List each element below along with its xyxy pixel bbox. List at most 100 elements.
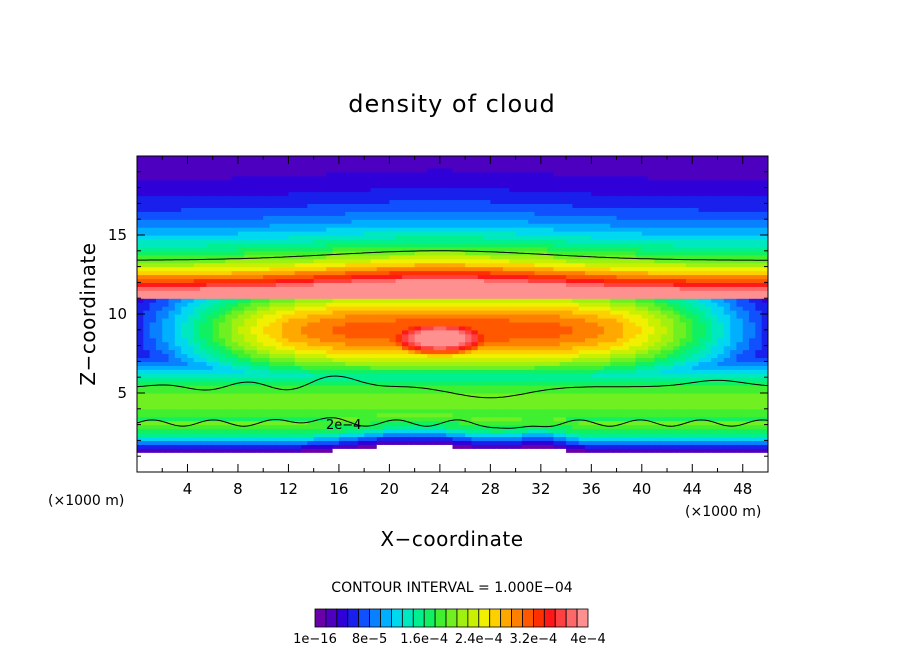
density-cell (313, 211, 321, 216)
density-cell (275, 199, 283, 204)
density-cell (383, 412, 390, 418)
density-cell (200, 171, 208, 177)
density-cell (420, 404, 428, 410)
density-cell (219, 341, 226, 347)
density-cell (408, 341, 416, 347)
density-cell (143, 416, 151, 422)
density-cell (446, 294, 454, 299)
density-cell (307, 416, 315, 422)
density-cell (187, 219, 195, 224)
density-cell (446, 381, 454, 386)
density-cell (155, 199, 163, 204)
density-cell (301, 270, 308, 276)
density-cell (427, 290, 435, 295)
density-cell (301, 424, 308, 430)
density-cell (137, 385, 144, 390)
density-cell (338, 298, 346, 303)
density-cell (408, 310, 416, 315)
density-cell (326, 294, 334, 299)
density-cell (383, 250, 390, 256)
density-cell (301, 223, 308, 228)
density-cell (521, 207, 529, 212)
density-cell (155, 286, 163, 291)
density-cell (502, 183, 510, 189)
density-cell (282, 424, 290, 430)
density-cell (288, 163, 296, 169)
density-cell (389, 389, 397, 394)
density-cell (275, 298, 283, 303)
density-cell (143, 361, 151, 366)
density-cell (433, 321, 441, 327)
density-cell (250, 270, 258, 276)
density-cell (137, 242, 144, 248)
density-cell (452, 156, 460, 161)
density-cell (143, 179, 151, 185)
density-cell (364, 278, 372, 283)
density-cell (187, 282, 195, 287)
density-cell (433, 211, 441, 216)
density-cell (484, 444, 491, 449)
density-cell (351, 242, 359, 248)
density-cell (332, 223, 340, 228)
density-cell (200, 349, 208, 355)
density-cell (357, 468, 365, 472)
density-cell (490, 428, 498, 434)
density-cell (452, 353, 460, 359)
density-cell (420, 254, 428, 260)
density-cell (420, 361, 428, 366)
density-cell (357, 223, 365, 228)
density-cell (502, 223, 510, 228)
density-cell (357, 321, 365, 327)
density-cell (244, 349, 252, 355)
density-cell (357, 159, 365, 165)
density-cell (225, 385, 233, 390)
density-cell (237, 163, 245, 169)
density-cell (301, 179, 308, 185)
density-cell (345, 227, 353, 232)
density-cell (502, 195, 510, 201)
density-cell (465, 219, 473, 224)
density-cell (446, 448, 454, 453)
density-cell (212, 278, 220, 283)
density-cell (307, 464, 315, 469)
density-cell (168, 321, 176, 327)
density-cell (319, 179, 327, 185)
density-cell (244, 385, 252, 390)
density-cell (250, 254, 258, 260)
density-cell (420, 468, 428, 472)
density-cell (275, 349, 283, 355)
density-cell (389, 333, 397, 339)
density-cell (219, 235, 226, 240)
density-cell (263, 393, 271, 398)
density-cell (338, 377, 346, 382)
density-cell (439, 377, 447, 382)
density-cell (509, 412, 517, 418)
density-cell (389, 156, 397, 161)
density-cell (345, 448, 353, 453)
density-cell (351, 167, 359, 173)
density-cell (477, 404, 485, 410)
density-cell (149, 337, 157, 343)
density-cell (313, 207, 321, 212)
density-cell (200, 282, 208, 287)
density-cell (206, 183, 214, 189)
density-cell (389, 381, 397, 386)
density-cell (206, 317, 214, 323)
density-cell (496, 396, 504, 402)
density-cell (256, 171, 264, 177)
density-cell (376, 460, 384, 465)
density-cell (174, 282, 182, 287)
density-cell (256, 436, 264, 441)
density-cell (452, 404, 460, 410)
density-cell (237, 219, 245, 224)
density-cell (427, 361, 435, 366)
density-cell (389, 219, 397, 224)
density-cell (402, 440, 409, 445)
density-cell (496, 448, 504, 453)
density-cell (168, 361, 176, 366)
density-cell (338, 389, 346, 394)
density-cell (237, 361, 245, 366)
density-cell (496, 377, 504, 382)
density-cell (458, 258, 466, 264)
density-cell (458, 262, 466, 268)
